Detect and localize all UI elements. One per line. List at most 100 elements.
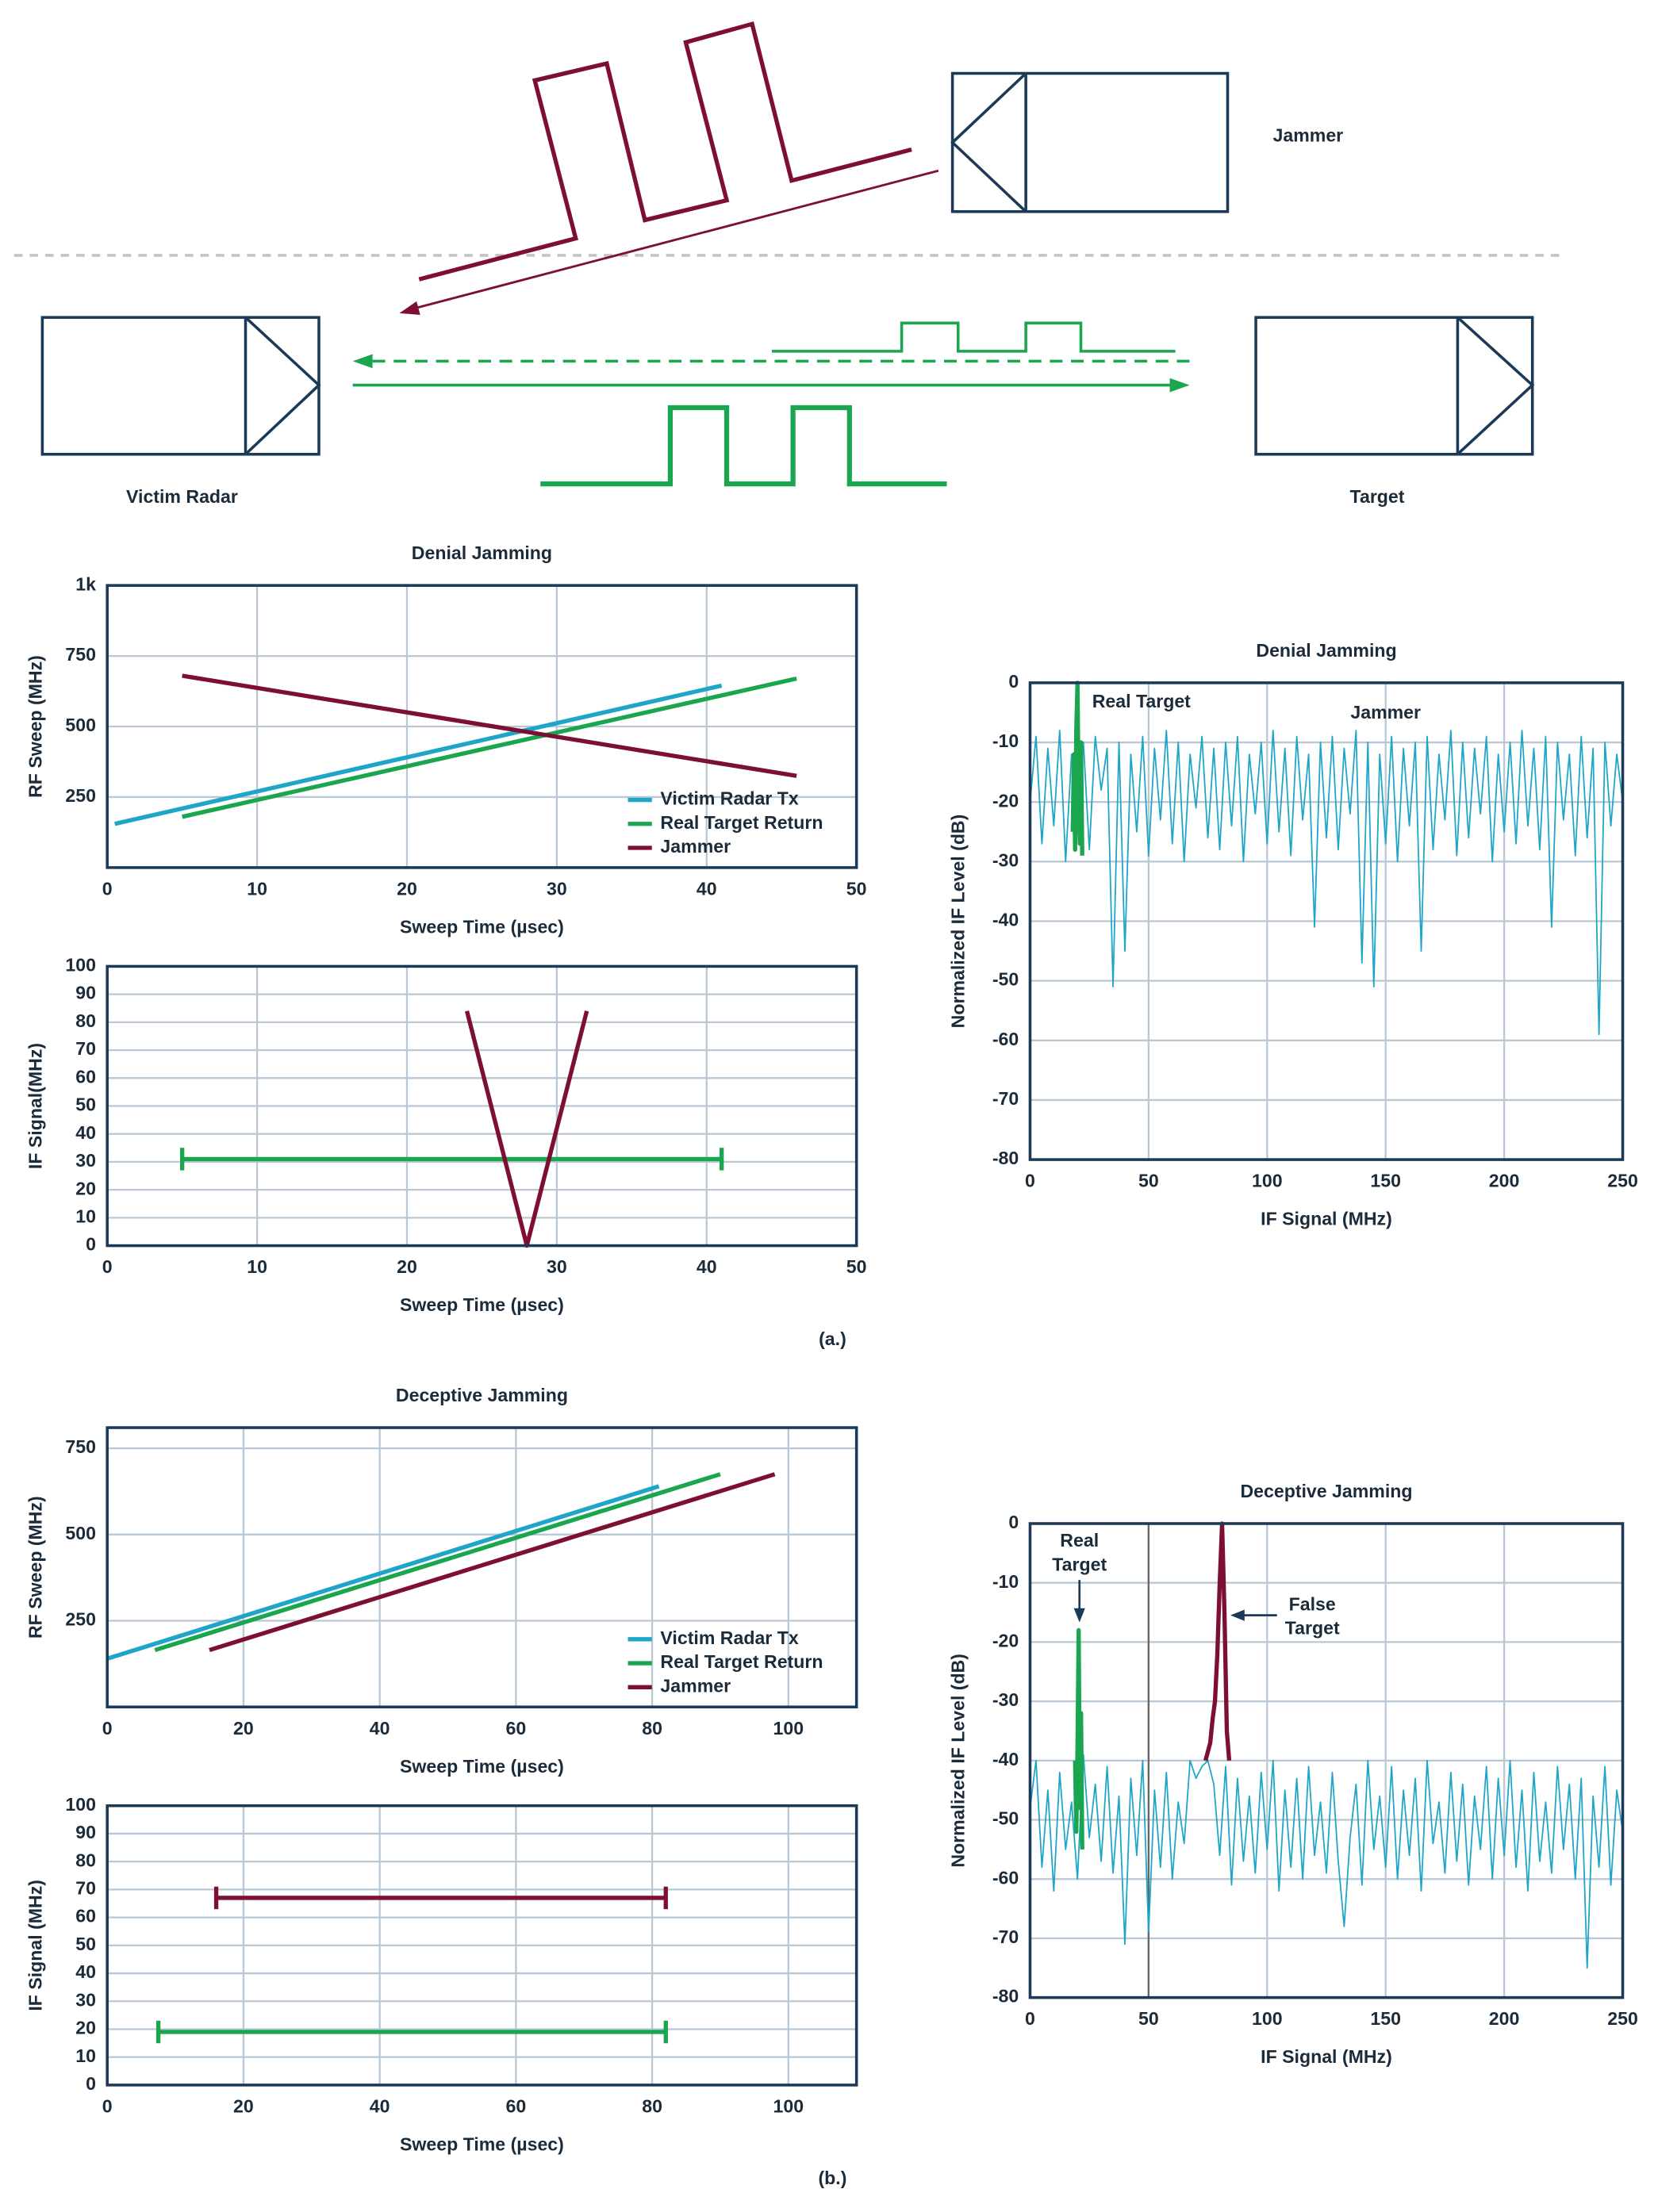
x-axis-label: IF Signal (MHz)	[1261, 1209, 1392, 1229]
victim-label: Victim Radar	[126, 486, 238, 507]
x-tick-label: 40	[370, 2095, 390, 2116]
y-tick-label: -30	[992, 1689, 1019, 1710]
x-axis-label: Sweep Time (µsec)	[400, 1294, 564, 1315]
y-tick-label: 0	[1008, 671, 1019, 692]
target-label: Target	[1350, 486, 1405, 507]
y-tick-label: -20	[992, 790, 1019, 811]
y-tick-label: 90	[75, 1822, 96, 1842]
arrowhead	[1230, 1609, 1245, 1621]
y-axis-label: Normalized IF Level (dB)	[948, 815, 969, 1029]
y-tick-label: 1k	[75, 573, 96, 594]
annotation: Jammer	[1350, 702, 1421, 723]
x-tick-label: 20	[233, 1718, 254, 1739]
y-tick-label: 60	[75, 1906, 96, 1926]
legend-label: Jammer	[660, 836, 731, 857]
x-tick-label: 0	[1025, 2008, 1035, 2029]
series-line	[1073, 1627, 1084, 1850]
plot-frame	[106, 584, 858, 869]
y-tick-label: -60	[992, 1029, 1019, 1049]
y-tick-label: -80	[992, 1986, 1019, 2007]
y-tick-label: 0	[86, 2073, 96, 2094]
legend-label: Jammer	[660, 1675, 731, 1696]
x-tick-label: 100	[773, 1718, 804, 1739]
x-tick-label: 40	[697, 1256, 717, 1277]
series-line	[182, 673, 797, 778]
y-tick-label: 40	[75, 1122, 96, 1143]
jammer-arrow	[417, 169, 939, 309]
arrowhead	[399, 301, 420, 316]
y-tick-label: 500	[65, 1523, 96, 1543]
annotation: Real	[1060, 1530, 1099, 1551]
x-tick-label: 200	[1489, 2008, 1520, 2029]
victim-box	[40, 316, 320, 456]
victim-antenna	[244, 316, 321, 456]
y-tick-label: 100	[65, 955, 96, 976]
series-line	[209, 1472, 776, 1653]
series-line	[1029, 730, 1624, 1036]
y-tick-label: -50	[992, 969, 1019, 990]
x-axis-label: IF Signal (MHz)	[1261, 2046, 1392, 2067]
return-pulse	[771, 321, 1176, 353]
series-line	[182, 676, 797, 819]
plot-frame	[1028, 1522, 1625, 1999]
y-tick-label: 750	[65, 644, 96, 665]
x-tick-label: 50	[846, 1256, 867, 1277]
x-tick-label: 40	[697, 878, 717, 899]
x-tick-label: 50	[846, 878, 867, 899]
y-axis-label: IF Signal (MHz)	[25, 1880, 45, 2011]
x-tick-label: 0	[1025, 1171, 1035, 1191]
y-tick-label: 250	[65, 785, 96, 806]
chart-title: Deceptive Jamming	[396, 1385, 568, 1405]
y-tick-label: -30	[992, 849, 1019, 870]
y-tick-label: 500	[65, 715, 96, 735]
x-tick-label: 150	[1370, 1171, 1401, 1191]
x-tick-label: 20	[233, 2095, 254, 2116]
target-antenna	[1457, 316, 1535, 456]
x-tick-label: 30	[547, 878, 567, 899]
annotation: Target	[1285, 1618, 1340, 1639]
arrowhead	[1169, 378, 1190, 393]
x-tick-label: 80	[642, 2095, 662, 2116]
y-tick-label: -40	[992, 910, 1019, 930]
jammer-antenna	[950, 72, 1027, 213]
y-tick-label: -70	[992, 1088, 1019, 1109]
chart-title: Denial Jamming	[1256, 640, 1396, 661]
y-tick-label: -50	[992, 1808, 1019, 1829]
y-tick-label: -10	[992, 730, 1019, 751]
y-tick-label: 10	[75, 1206, 96, 1226]
y-axis-label: IF Signal(MHz)	[25, 1043, 45, 1169]
legend-label: Victim Radar Tx	[660, 788, 798, 809]
jammer-box	[950, 71, 1230, 213]
jammer-label: Jammer	[1273, 125, 1344, 146]
x-tick-label: 250	[1607, 2008, 1638, 2029]
y-tick-label: 10	[75, 2045, 96, 2066]
y-tick-label: 70	[75, 1038, 96, 1059]
x-tick-label: 0	[102, 878, 113, 899]
legend-label: Real Target Return	[660, 812, 823, 833]
y-tick-label: 50	[75, 1094, 96, 1115]
x-axis-label: Sweep Time (µsec)	[400, 1756, 564, 1777]
x-tick-label: 30	[547, 1256, 567, 1277]
y-tick-label: 80	[75, 1010, 96, 1031]
x-axis-label: Sweep Time (µsec)	[400, 916, 564, 937]
panel-label: (b.)	[818, 2168, 846, 2188]
chart-title: Denial Jamming	[412, 542, 552, 563]
panel-label: (a.)	[819, 1328, 846, 1349]
target-box	[1254, 316, 1534, 456]
y-tick-label: -70	[992, 1926, 1019, 1947]
series-line	[106, 1484, 660, 1661]
y-tick-label: 750	[65, 1436, 96, 1457]
y-tick-label: 50	[75, 1934, 96, 1954]
annotation: False	[1289, 1593, 1336, 1614]
jammer-pulse	[418, 21, 912, 282]
y-tick-label: 30	[75, 1989, 96, 2010]
x-tick-label: 250	[1607, 1171, 1638, 1191]
x-tick-label: 10	[247, 878, 267, 899]
annotation: Target	[1052, 1554, 1107, 1574]
y-tick-label: 90	[75, 983, 96, 1003]
x-tick-label: 0	[102, 1718, 113, 1739]
x-tick-label: 200	[1489, 1171, 1520, 1191]
diagram	[13, 21, 1567, 487]
legend-label: Victim Radar Tx	[660, 1627, 798, 1648]
